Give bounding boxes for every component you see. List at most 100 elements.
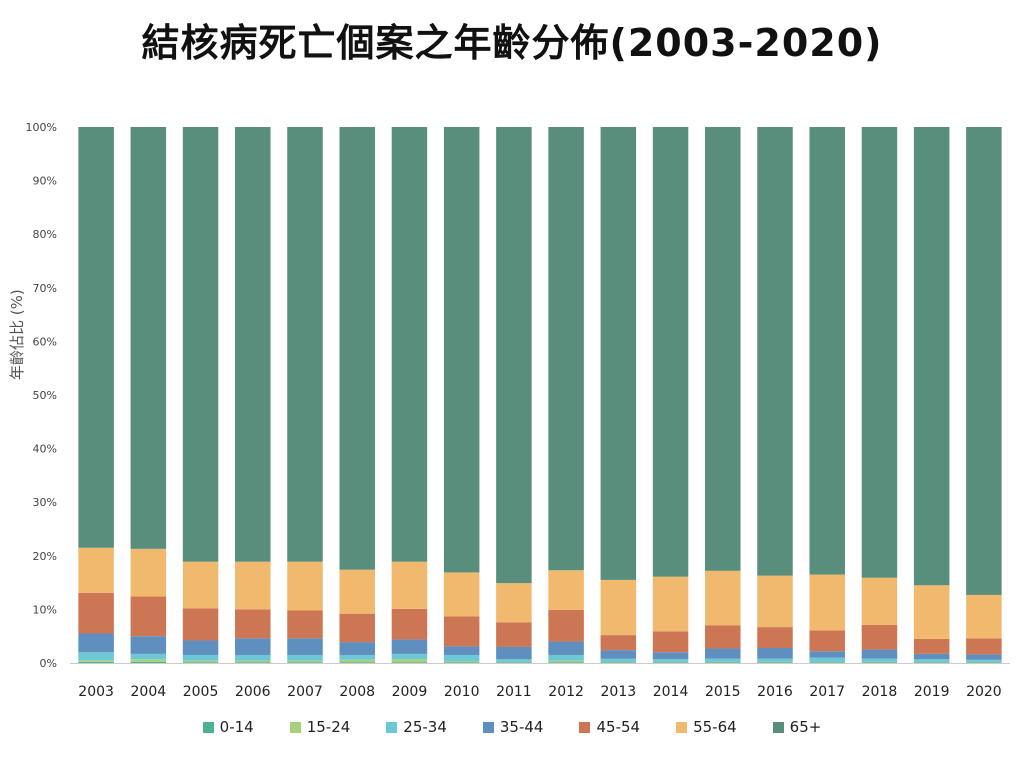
legend-swatch xyxy=(482,721,494,733)
bar-segment-45-54 xyxy=(913,638,950,654)
bar-segment-15-24 xyxy=(861,661,898,663)
bar-segment-35-44 xyxy=(130,636,167,654)
x-tick-label: 2020 xyxy=(966,684,1002,700)
bar-segment-15-24 xyxy=(130,659,167,662)
bar-segment-55-64 xyxy=(757,575,793,628)
bar-segment-15-24 xyxy=(600,661,637,663)
bar-segment-25-34 xyxy=(391,653,428,660)
bar-segment-55-64 xyxy=(705,570,741,626)
legend-swatch xyxy=(289,721,301,733)
x-tick-label: 2016 xyxy=(757,684,793,700)
bar-segment-65+ xyxy=(757,127,793,576)
bar-segment-35-44 xyxy=(339,642,375,655)
y-tick-label: 0% xyxy=(40,657,57,670)
bar-segment-45-54 xyxy=(391,608,428,640)
bar-segment-55-64 xyxy=(913,585,950,639)
legend-swatch xyxy=(202,721,214,733)
y-tick-label: 30% xyxy=(33,496,57,509)
x-tick-label: 2009 xyxy=(392,684,428,700)
x-tick-label: 2005 xyxy=(183,684,219,700)
bar-segment-15-24 xyxy=(757,661,793,663)
bar-segment-65+ xyxy=(78,127,114,548)
bar-segment-35-44 xyxy=(809,651,845,658)
bar-segment-25-34 xyxy=(705,658,741,662)
y-tick-label: 20% xyxy=(33,550,57,563)
bar-segment-35-44 xyxy=(443,646,480,655)
bar-segment-35-44 xyxy=(652,652,689,660)
bar-segment-15-24 xyxy=(913,661,950,663)
x-tick-label: 2004 xyxy=(131,684,167,700)
bar-segment-0-14 xyxy=(391,662,428,663)
bar-segment-65+ xyxy=(182,127,219,562)
bar-segment-65+ xyxy=(443,127,480,573)
bar-segment-55-64 xyxy=(339,569,375,614)
bar-segment-45-54 xyxy=(809,630,845,652)
bar-segment-35-44 xyxy=(548,641,584,655)
bar-segment-35-44 xyxy=(287,638,323,655)
bar-segment-65+ xyxy=(652,127,689,577)
bar-segment-0-14 xyxy=(235,662,271,663)
bars-group xyxy=(78,127,1002,663)
legend-label: 25-34 xyxy=(403,718,447,736)
bar-segment-35-44 xyxy=(78,633,114,653)
bar-segment-45-54 xyxy=(443,616,480,647)
bar-segment-65+ xyxy=(391,127,428,562)
bar-segment-65+ xyxy=(913,127,950,586)
legend-label: 45-54 xyxy=(596,718,641,736)
x-axis-ticks: 2003 2004 2005 2006 2007 2008 2009 2010 2011 2012… xyxy=(78,684,1001,700)
bar-segment-55-64 xyxy=(966,594,1002,639)
y-axis-ticks: 0% 10% 20% 30% 40% 50% 60% 70% 80% 90% 100% xyxy=(26,121,57,670)
bar-segment-45-54 xyxy=(235,609,271,639)
bar-segment-35-44 xyxy=(496,646,532,660)
bar-segment-35-44 xyxy=(182,640,219,655)
legend-item: 55-64 xyxy=(676,718,737,736)
legend-label: 65+ xyxy=(789,718,822,736)
bar-segment-65+ xyxy=(548,127,584,571)
bar-segment-65+ xyxy=(600,127,637,580)
bar-segment-45-54 xyxy=(861,624,898,650)
bar-segment-25-34 xyxy=(496,659,532,662)
bar-segment-15-24 xyxy=(966,661,1002,663)
bar-segment-55-64 xyxy=(809,574,845,631)
bar-segment-0-14 xyxy=(287,662,323,663)
bar-segment-15-24 xyxy=(182,660,219,663)
legend-item: 45-54 xyxy=(579,718,640,736)
bar-segment-25-34 xyxy=(809,657,845,662)
bar-segment-45-54 xyxy=(182,608,219,641)
bar-segment-25-34 xyxy=(235,654,271,661)
bar-segment-35-44 xyxy=(705,648,741,659)
bar-segment-0-14 xyxy=(78,661,114,663)
bar-segment-0-14 xyxy=(130,661,167,663)
y-tick-label: 70% xyxy=(33,282,57,295)
x-tick-label: 2008 xyxy=(339,684,375,700)
bar-segment-45-54 xyxy=(339,613,375,643)
bar-segment-25-34 xyxy=(966,659,1002,662)
bar-segment-35-44 xyxy=(913,653,950,660)
x-tick-label: 2014 xyxy=(653,684,689,700)
legend-label: 55-64 xyxy=(693,718,737,736)
bar-segment-0-14 xyxy=(966,662,1002,663)
bar-segment-55-64 xyxy=(600,579,637,636)
bar-segment-55-64 xyxy=(861,577,898,625)
x-tick-label: 2006 xyxy=(235,684,271,700)
bar-segment-0-14 xyxy=(809,662,845,663)
bar-segment-25-34 xyxy=(78,652,114,661)
y-tick-label: 80% xyxy=(33,228,57,241)
bar-segment-65+ xyxy=(496,127,532,584)
x-tick-label: 2015 xyxy=(705,684,741,700)
bar-segment-65+ xyxy=(809,127,845,575)
bar-segment-25-34 xyxy=(757,658,793,662)
bar-segment-0-14 xyxy=(757,662,793,663)
bar-segment-25-34 xyxy=(287,654,323,661)
bar-segment-25-34 xyxy=(443,654,480,662)
x-tick-label: 2017 xyxy=(809,684,845,700)
bar-segment-55-64 xyxy=(496,583,532,623)
bar-segment-55-64 xyxy=(652,576,689,632)
x-tick-label: 2013 xyxy=(601,684,637,700)
bar-segment-15-24 xyxy=(652,661,689,663)
legend-item: 0-14 xyxy=(202,718,254,736)
bar-segment-65+ xyxy=(861,127,898,578)
legend: 0-14 15-24 25-34 35-44 45-54 55-64 65+ xyxy=(0,718,1024,736)
bar-segment-25-34 xyxy=(652,659,689,662)
